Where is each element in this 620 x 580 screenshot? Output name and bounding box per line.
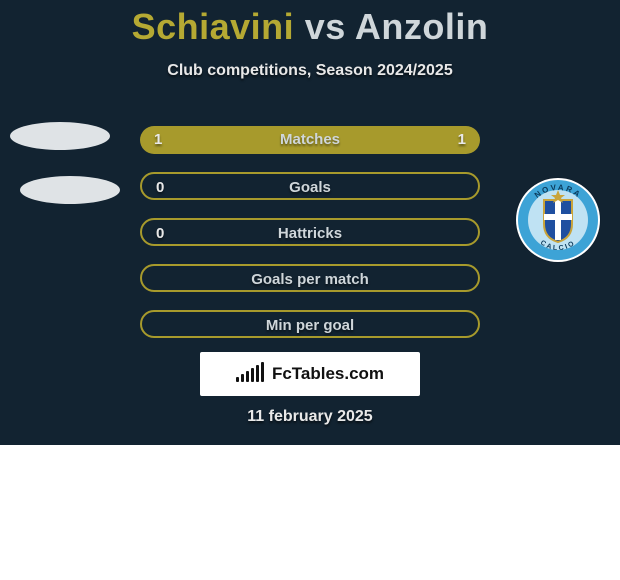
fctables-bar bbox=[261, 362, 264, 382]
club-badge-svg: NOVARA CALCIO bbox=[516, 178, 600, 262]
page-title: Schiavini vs Anzolin bbox=[0, 6, 620, 48]
stat-pill-label: Hattricks bbox=[142, 220, 478, 248]
fctables-watermark: FcTables.com bbox=[200, 352, 420, 396]
stat-pill-label: Min per goal bbox=[142, 312, 478, 340]
stat-pill-left-value: 1 bbox=[154, 126, 162, 154]
fctables-bar bbox=[246, 371, 249, 382]
club-badge: NOVARA CALCIO bbox=[516, 178, 600, 262]
comparison-card: Schiavini vs Anzolin Club competitions, … bbox=[0, 0, 620, 445]
fctables-label: FcTables.com bbox=[272, 364, 384, 384]
title-player2: Anzolin bbox=[355, 6, 488, 47]
fctables-bar bbox=[251, 368, 254, 382]
fctables-bar bbox=[236, 377, 239, 382]
fctables-bars-icon bbox=[236, 362, 266, 387]
stat-pill-label: Goals bbox=[142, 174, 478, 202]
stat-pill: Goals0 bbox=[140, 172, 480, 200]
badge-cross-h bbox=[544, 214, 572, 220]
stat-pill: Min per goal bbox=[140, 310, 480, 338]
stat-pill-left-value: 0 bbox=[156, 174, 164, 202]
stat-pill-label: Matches bbox=[140, 126, 480, 154]
subtitle: Club competitions, Season 2024/2025 bbox=[0, 62, 620, 80]
stat-pill-left-value: 0 bbox=[156, 220, 164, 248]
fctables-bar bbox=[256, 365, 259, 382]
title-player1: Schiavini bbox=[132, 6, 295, 47]
stat-pill-right-value: 1 bbox=[458, 126, 466, 154]
stat-pill: Matches1 1 bbox=[140, 126, 480, 154]
stat-pill: Hattricks0 bbox=[140, 218, 480, 246]
stat-pill-label: Goals per match bbox=[142, 266, 478, 294]
left-oval-1 bbox=[10, 122, 110, 150]
fctables-bar bbox=[241, 374, 244, 382]
left-oval-2 bbox=[20, 176, 120, 204]
title-vs: vs bbox=[305, 6, 346, 47]
stat-pill: Goals per match bbox=[140, 264, 480, 292]
date-label: 11 february 2025 bbox=[0, 408, 620, 426]
